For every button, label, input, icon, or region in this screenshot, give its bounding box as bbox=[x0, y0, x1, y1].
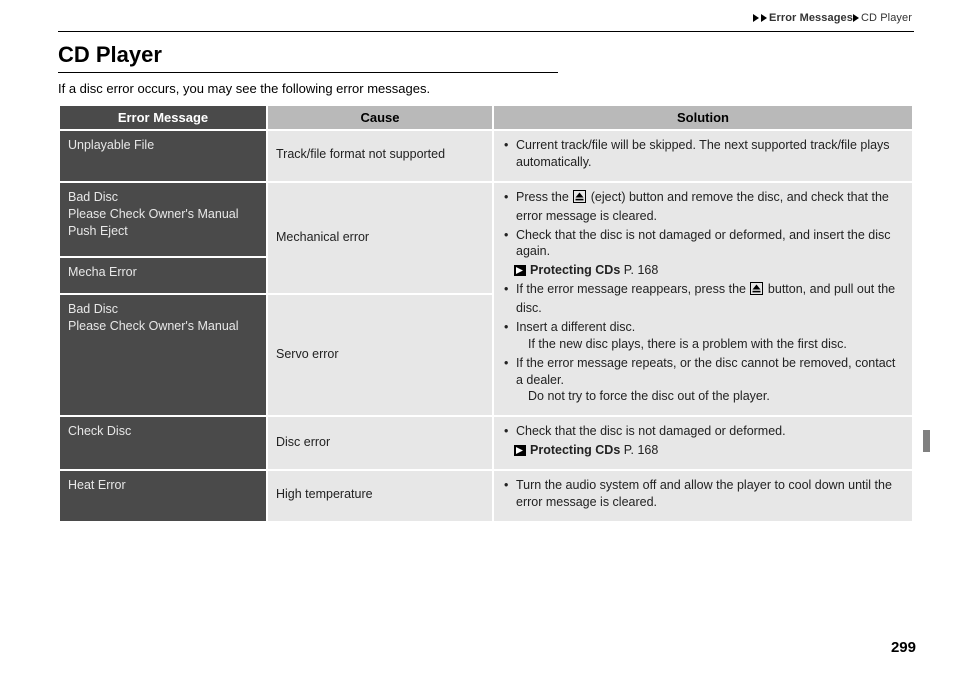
breadcrumb-arrow-icon bbox=[761, 13, 768, 25]
section-tab-bar bbox=[923, 430, 930, 452]
manual-page: Error Messages CD Player CD Player If a d… bbox=[0, 0, 954, 674]
solution-bullet: Current track/file will be skipped. The … bbox=[504, 137, 904, 171]
reference-icon bbox=[514, 264, 526, 281]
solution-bullet: Check that the disc is not damaged or de… bbox=[504, 227, 904, 261]
solution-bullet: Insert a different disc. If the new disc… bbox=[504, 319, 904, 353]
breadcrumb-arrow-icon bbox=[853, 13, 860, 25]
cell-error-message: Mecha Error bbox=[60, 258, 266, 293]
breadcrumb: Error Messages CD Player bbox=[58, 12, 914, 25]
msg-line: Please Check Owner's Manual bbox=[68, 319, 239, 333]
reference-label: Protecting CDs bbox=[530, 443, 620, 457]
eject-icon bbox=[750, 282, 763, 300]
table-row: Check Disc Disc error Check that the dis… bbox=[60, 417, 912, 469]
error-table: Error Message Cause Solution Unplayable … bbox=[58, 104, 914, 523]
cell-solution: Turn the audio system off and allow the … bbox=[494, 471, 912, 521]
top-rule bbox=[58, 31, 914, 32]
msg-line: Bad Disc bbox=[68, 190, 118, 204]
intro-text: If a disc error occurs, you may see the … bbox=[58, 81, 914, 96]
breadcrumb-seg-1: Error Messages bbox=[769, 12, 853, 24]
table-row: Bad Disc Please Check Owner's Manual Pus… bbox=[60, 183, 912, 256]
cell-error-message: Heat Error bbox=[60, 471, 266, 521]
solution-bullet: If the error message repeats, or the dis… bbox=[504, 355, 904, 406]
text-fragment: Insert a different disc. bbox=[516, 320, 635, 334]
reference-page: P. 168 bbox=[624, 443, 659, 457]
reference-icon bbox=[514, 444, 526, 461]
col-header-error-message: Error Message bbox=[60, 106, 266, 129]
cell-solution: Current track/file will be skipped. The … bbox=[494, 131, 912, 181]
cell-error-message: Bad Disc Please Check Owner's Manual bbox=[60, 295, 266, 415]
page-title: CD Player bbox=[58, 42, 914, 68]
reference-label: Protecting CDs bbox=[530, 263, 620, 277]
msg-line: Please Check Owner's Manual bbox=[68, 207, 239, 221]
solution-bullet: If the error message reappears, press th… bbox=[504, 281, 904, 317]
text-fragment: Press the bbox=[516, 190, 572, 204]
text-fragment: If the error message repeats, or the dis… bbox=[516, 356, 895, 387]
cell-cause: High temperature bbox=[268, 471, 492, 521]
cell-cause: Mechanical error bbox=[268, 183, 492, 294]
solution-bullet: Check that the disc is not damaged or de… bbox=[504, 423, 904, 440]
cell-solution: Check that the disc is not damaged or de… bbox=[494, 417, 912, 469]
text-fragment: If the error message reappears, press th… bbox=[516, 282, 749, 296]
cell-cause: Track/file format not supported bbox=[268, 131, 492, 181]
table-row: Heat Error High temperature Turn the aud… bbox=[60, 471, 912, 521]
cell-solution: Press the (eject) button and remove the … bbox=[494, 183, 912, 416]
solution-bullet: Press the (eject) button and remove the … bbox=[504, 189, 904, 225]
solution-subline: Do not try to force the disc out of the … bbox=[516, 388, 904, 405]
cross-reference: Protecting CDs P. 168 bbox=[502, 442, 904, 461]
cell-error-message: Unplayable File bbox=[60, 131, 266, 181]
breadcrumb-seg-2: CD Player bbox=[861, 12, 912, 24]
solution-subline: If the new disc plays, there is a proble… bbox=[516, 336, 904, 353]
title-rule bbox=[58, 72, 558, 73]
cell-cause: Servo error bbox=[268, 295, 492, 415]
col-header-solution: Solution bbox=[494, 106, 912, 129]
page-number: 299 bbox=[891, 639, 916, 656]
eject-icon bbox=[573, 190, 586, 208]
solution-bullet: Turn the audio system off and allow the … bbox=[504, 477, 904, 511]
cell-error-message: Bad Disc Please Check Owner's Manual Pus… bbox=[60, 183, 266, 256]
cell-cause: Disc error bbox=[268, 417, 492, 469]
msg-line: Push Eject bbox=[68, 224, 128, 238]
reference-page: P. 168 bbox=[624, 263, 659, 277]
msg-line: Bad Disc bbox=[68, 302, 118, 316]
cross-reference: Protecting CDs P. 168 bbox=[502, 262, 904, 281]
cell-error-message: Check Disc bbox=[60, 417, 266, 469]
section-tab: Troubleshooting bbox=[914, 430, 930, 572]
breadcrumb-arrow-icon bbox=[753, 13, 760, 25]
col-header-cause: Cause bbox=[268, 106, 492, 129]
table-row: Unplayable File Track/file format not su… bbox=[60, 131, 912, 181]
